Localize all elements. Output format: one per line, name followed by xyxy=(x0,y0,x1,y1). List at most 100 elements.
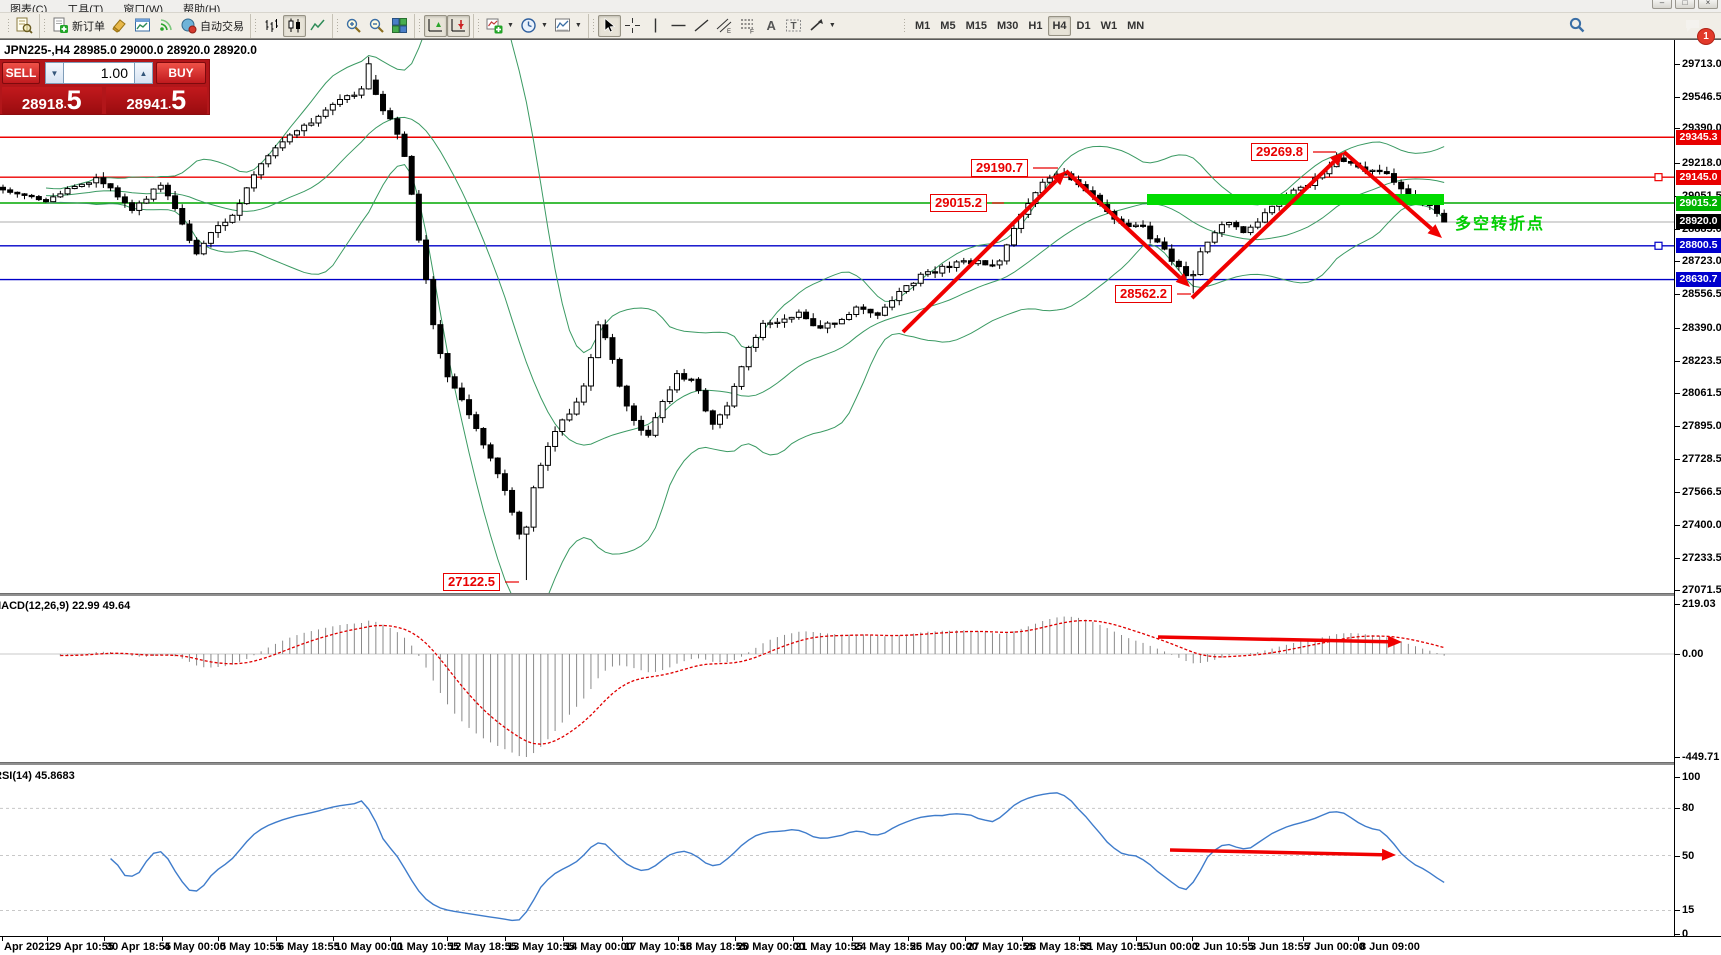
time-axis-label: 7 Jun 00:00 xyxy=(1305,941,1365,953)
toolbar-group: 新订单 自动交易 xyxy=(39,13,250,38)
time-axis-label: 6 May 18:55 xyxy=(278,941,340,953)
volume-input[interactable]: 1.00 xyxy=(64,62,134,84)
pane-separator-macd[interactable] xyxy=(0,593,1721,596)
channel-button[interactable]: E xyxy=(713,15,736,37)
chart-shift-button[interactable] xyxy=(447,14,470,37)
price-badge: 28920.0 xyxy=(1676,214,1721,230)
timeframe-group: M1 M5 M15 M30 H1 H4 D1 W1 MN xyxy=(903,14,1149,38)
minimize-button[interactable]: – xyxy=(1652,0,1672,9)
search-button[interactable] xyxy=(1566,16,1588,38)
main-price-chart[interactable] xyxy=(0,40,1674,593)
price-axis[interactable]: 29713.029546.529390.029218.029051.528885… xyxy=(1674,40,1721,940)
channel-icon: E xyxy=(716,17,733,34)
new-order-button[interactable]: 新订单 xyxy=(49,15,108,37)
time-axis-label: 11 May 10:55 xyxy=(392,941,460,953)
cursor-button[interactable] xyxy=(597,14,621,37)
zoom-in-icon xyxy=(345,17,362,34)
close-button[interactable]: × xyxy=(1698,0,1718,9)
time-axis-label: 26 May 00:00 xyxy=(910,941,978,953)
sell-button[interactable]: SELL xyxy=(2,62,40,84)
svg-text:E: E xyxy=(727,29,731,34)
timeframe-button-m1[interactable]: M1 xyxy=(915,20,931,32)
bar-chart-button[interactable] xyxy=(260,15,283,37)
line-chart-button[interactable] xyxy=(306,15,329,37)
fibonacci-button[interactable]: F xyxy=(736,15,759,37)
tile-windows-button[interactable] xyxy=(388,15,411,37)
autotrading-button[interactable]: 自动交易 xyxy=(177,15,247,37)
time-axis-label: 13 May 10:55 xyxy=(507,941,575,953)
price-badge: 29345.3 xyxy=(1676,129,1721,145)
shapes-button[interactable]: ▼ xyxy=(805,15,839,37)
text-label-button[interactable]: T xyxy=(782,15,805,37)
chat-button[interactable] xyxy=(1682,16,1704,38)
menu-item[interactable]: 图表(C) xyxy=(10,4,48,13)
timeframe-button-m15[interactable]: M15 xyxy=(965,20,987,32)
chart-window-icon xyxy=(134,17,151,34)
trendline-button[interactable] xyxy=(690,15,713,37)
crosshair-button[interactable] xyxy=(621,15,644,37)
chart-window-button[interactable] xyxy=(131,15,154,37)
timeframe-button-w1[interactable]: W1 xyxy=(1100,20,1118,32)
text-button[interactable]: A xyxy=(759,15,782,37)
time-axis-label: 31 May 10:55 xyxy=(1081,941,1149,953)
time-axis-label: 18 May 18:55 xyxy=(680,941,748,953)
timeframe-button-m5[interactable]: M5 xyxy=(940,20,956,32)
market-watch-button[interactable] xyxy=(13,15,36,37)
price-callout-label: 29190.7 xyxy=(971,159,1028,177)
time-axis-label: 14 May 00:00 xyxy=(565,941,633,953)
zoom-in-button[interactable] xyxy=(342,15,365,37)
horizontal-line-button[interactable] xyxy=(667,15,690,37)
zoom-out-button[interactable] xyxy=(365,15,388,37)
vertical-line-button[interactable] xyxy=(644,15,667,37)
volume-increase-button[interactable]: ▲ xyxy=(134,62,153,84)
time-axis-label: 28 May 18:55 xyxy=(1024,941,1092,953)
toolbar: 新订单 自动交易 ▼ ▼ ▼ E F A T ▼ M1 M5 M15 M30 H1 H4 D1 W1 MN 1 xyxy=(0,13,1721,45)
maximize-button[interactable]: □ xyxy=(1675,0,1695,9)
macd-signal-line xyxy=(60,619,1445,745)
clock-icon xyxy=(520,17,537,34)
dropdown-arrow-icon[interactable]: ▼ xyxy=(540,22,548,29)
macd-indicator-pane[interactable] xyxy=(0,596,1674,762)
axis-shift-icon xyxy=(450,17,467,34)
toolbar-group xyxy=(332,13,414,38)
toolbar-group xyxy=(250,13,332,38)
auto-scroll-button[interactable] xyxy=(424,14,447,37)
indicators-button[interactable]: ▼ xyxy=(483,15,517,37)
rsi-label: RSI(14) 45.8683 xyxy=(0,770,75,782)
signals-button[interactable] xyxy=(154,15,177,37)
price-badge: 28800.5 xyxy=(1676,238,1721,254)
dropdown-arrow-icon[interactable]: ▼ xyxy=(574,22,582,29)
line-icon xyxy=(309,17,326,34)
volume-decrease-button[interactable]: ▼ xyxy=(45,62,64,84)
menu-item[interactable]: 帮助(H) xyxy=(183,4,221,13)
time-axis-label: 29 Apr 10:55 xyxy=(49,941,115,953)
periods-button[interactable]: ▼ xyxy=(517,15,551,37)
menu-bar: 图表(C) 工具(T) 窗口(W) 帮助(H) – □ × xyxy=(0,0,1721,13)
candlestick-series xyxy=(0,56,1448,581)
timeframe-button-h4[interactable]: H4 xyxy=(1048,16,1071,36)
rsi-indicator-pane[interactable] xyxy=(0,765,1674,936)
timeframe-button-mn[interactable]: MN xyxy=(1127,20,1145,32)
menu-item[interactable]: 工具(T) xyxy=(67,4,104,13)
dropdown-arrow-icon[interactable]: ▼ xyxy=(507,22,514,29)
time-axis-label: 12 May 18:55 xyxy=(449,941,517,953)
candlestick-button[interactable] xyxy=(283,14,306,37)
toolbar-divider xyxy=(0,39,1721,40)
timeframe-button-d1[interactable]: D1 xyxy=(1076,20,1091,32)
time-axis[interactable]: Apr 2021 29 Apr 10:55 30 Apr 18:55 4 May 00… xyxy=(0,937,1674,955)
timeframe-button-h1[interactable]: H1 xyxy=(1028,20,1043,32)
menu-item[interactable]: 窗口(W) xyxy=(123,4,164,13)
time-axis-label: 24 May 18:55 xyxy=(854,941,922,953)
templates-button[interactable]: ▼ xyxy=(551,15,585,37)
price-callout-label: 29269.8 xyxy=(1251,143,1308,161)
indicator-list-button[interactable] xyxy=(108,15,131,37)
timeframe-button-m30[interactable]: M30 xyxy=(996,20,1019,32)
notification-badge[interactable]: 1 xyxy=(1697,28,1715,45)
svg-text:T: T xyxy=(790,21,796,32)
pane-separator-rsi[interactable] xyxy=(0,762,1721,765)
buy-button[interactable]: BUY xyxy=(156,62,206,84)
zoom-out-icon xyxy=(368,17,385,34)
dropdown-arrow-icon[interactable]: ▼ xyxy=(828,22,836,29)
time-axis-label: 2 Jun 10:55 xyxy=(1194,941,1254,953)
